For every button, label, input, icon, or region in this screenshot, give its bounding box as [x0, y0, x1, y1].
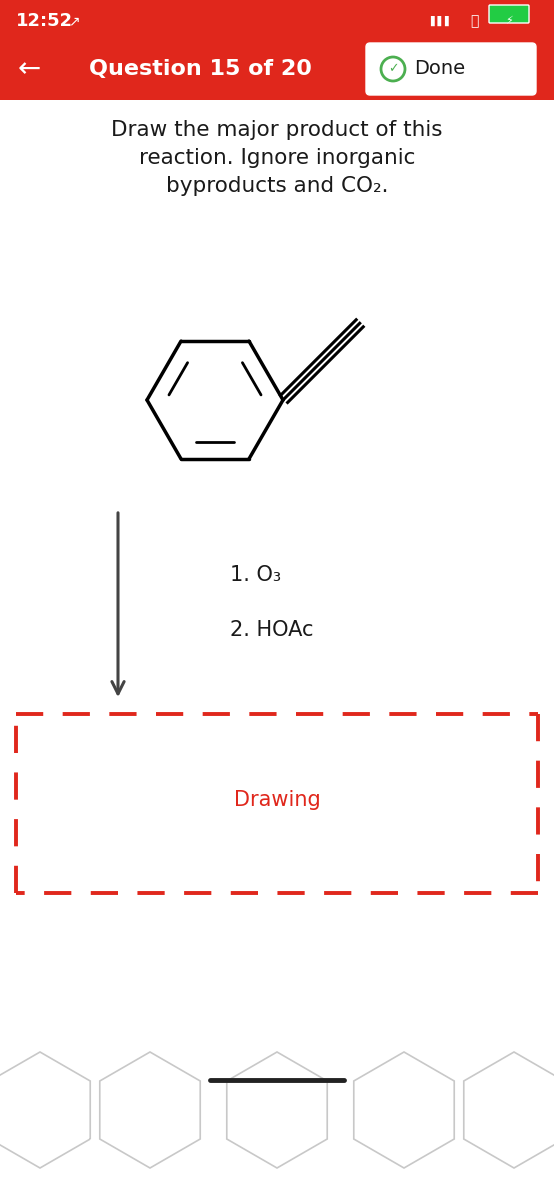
Text: ✓: ✓ [388, 62, 398, 76]
Text: ⌾: ⌾ [470, 14, 478, 28]
Text: 12:52: 12:52 [16, 12, 73, 30]
Text: ▌▌▌: ▌▌▌ [430, 16, 453, 26]
Bar [0, 0, 554, 100]
Text: 2. HOAc: 2. HOAc [230, 620, 314, 640]
Text: ↗: ↗ [68, 14, 80, 28]
FancyBboxPatch shape [489, 5, 529, 23]
Text: byproducts and CO₂.: byproducts and CO₂. [166, 176, 388, 196]
FancyBboxPatch shape [366, 43, 536, 95]
Text: ⚡: ⚡ [505, 16, 513, 26]
Text: Draw the major product of this: Draw the major product of this [111, 120, 443, 140]
Text: Done: Done [414, 60, 465, 78]
Text: ←: ← [18, 55, 41, 83]
Text: Question 15 of 20: Question 15 of 20 [89, 59, 311, 79]
Text: Drawing: Drawing [234, 790, 320, 810]
Text: reaction. Ignore inorganic: reaction. Ignore inorganic [139, 148, 415, 168]
Text: 1. O₃: 1. O₃ [230, 565, 281, 584]
